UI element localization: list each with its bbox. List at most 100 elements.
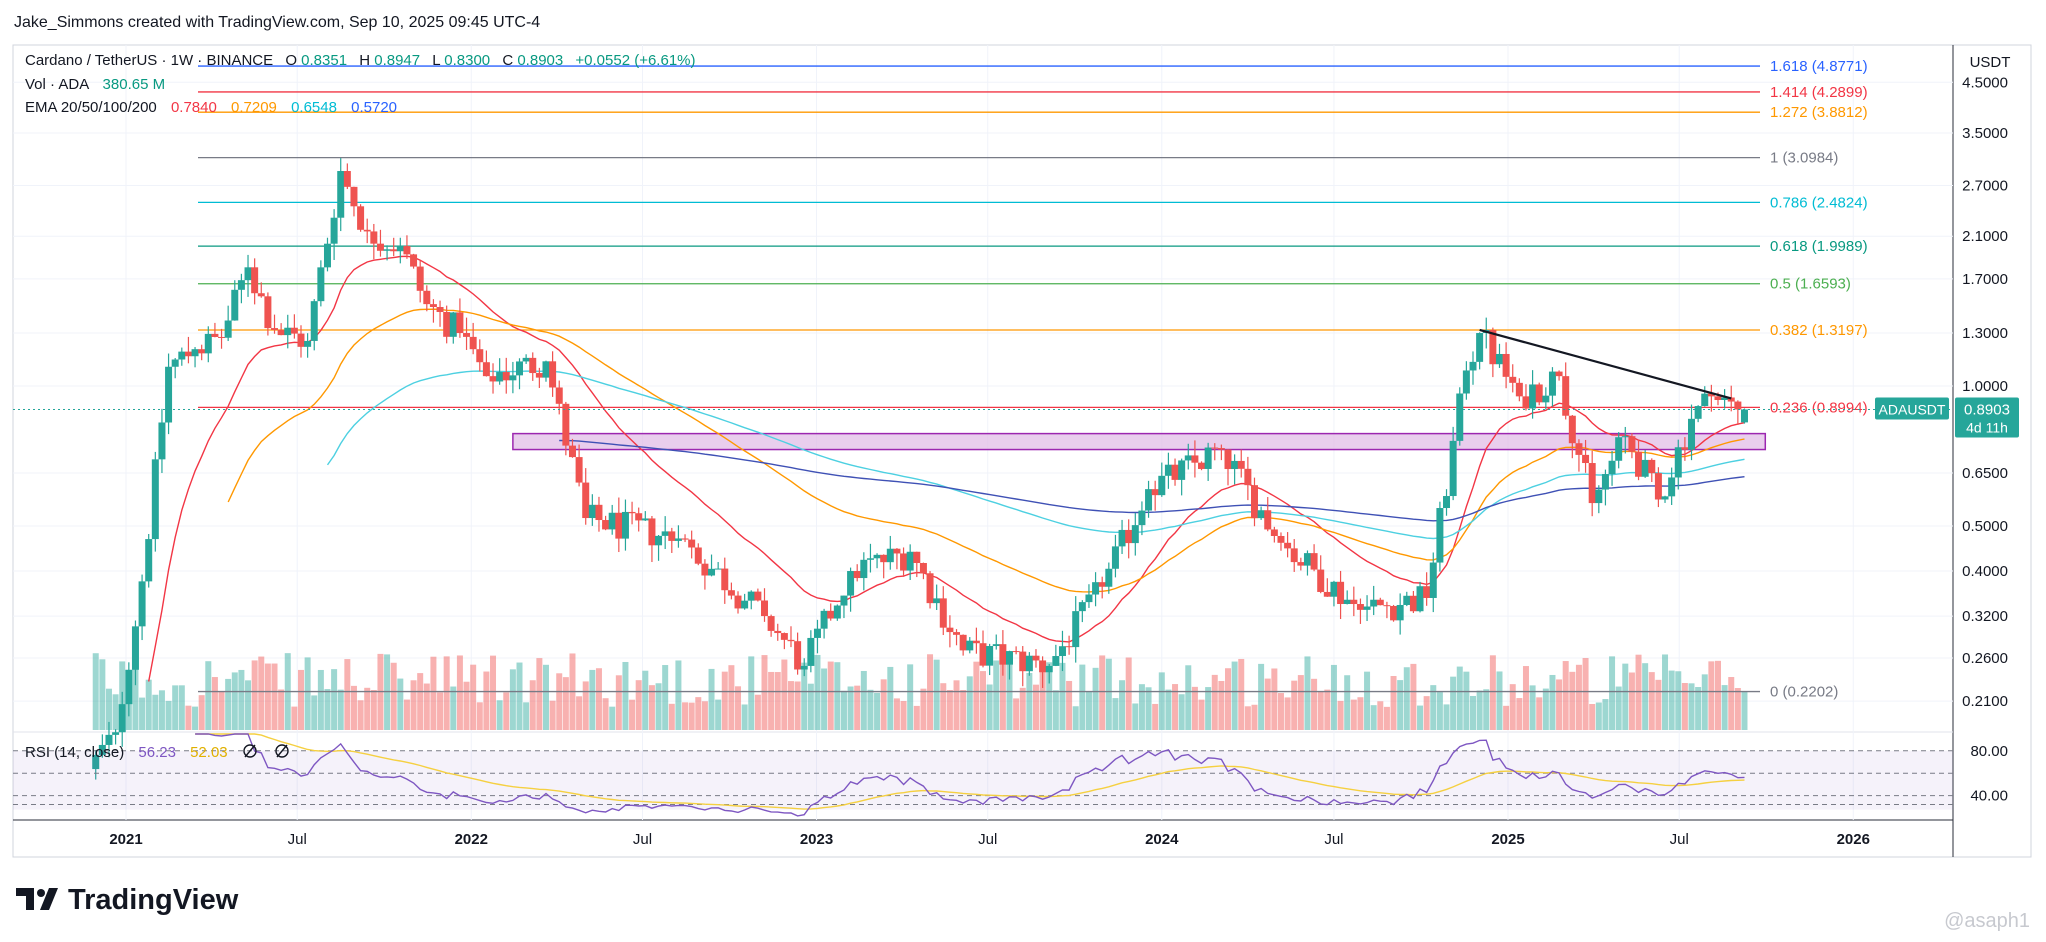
time-axis-label[interactable]: 2024: [1145, 831, 1179, 848]
candle[interactable]: [1237, 449, 1245, 478]
price-axis-tick-label[interactable]: 1.0000: [1962, 378, 2008, 395]
candle[interactable]: [1721, 389, 1729, 409]
candle[interactable]: [105, 721, 113, 758]
candle[interactable]: [456, 298, 464, 338]
price-axis-tick-label[interactable]: 0.2100: [1962, 693, 2008, 710]
candle[interactable]: [1337, 570, 1345, 620]
candle[interactable]: [1661, 495, 1669, 503]
candle[interactable]: [946, 615, 954, 648]
candle[interactable]: [1694, 405, 1702, 423]
candle[interactable]: [979, 630, 987, 668]
candle[interactable]: [939, 586, 947, 636]
candle[interactable]: [1178, 458, 1186, 496]
last-price-tag[interactable]: [1955, 397, 2019, 438]
candle[interactable]: [1429, 552, 1437, 613]
candle[interactable]: [681, 534, 689, 543]
time-axis-label[interactable]: 2026: [1837, 831, 1870, 848]
candle[interactable]: [800, 658, 808, 677]
candle[interactable]: [562, 401, 570, 456]
trendline[interactable]: [1479, 328, 1732, 400]
candle[interactable]: [516, 358, 524, 390]
candle[interactable]: [1376, 597, 1384, 606]
candle[interactable]: [1277, 532, 1285, 551]
candle[interactable]: [290, 314, 298, 339]
time-axis-label[interactable]: Jul: [1670, 831, 1689, 848]
candle[interactable]: [701, 559, 709, 590]
candle[interactable]: [575, 444, 583, 487]
candle[interactable]: [535, 367, 543, 388]
candle[interactable]: [873, 553, 881, 569]
candle[interactable]: [198, 344, 206, 361]
candle[interactable]: [1396, 593, 1404, 635]
candle[interactable]: [1595, 485, 1603, 514]
candle[interactable]: [688, 530, 696, 559]
candle[interactable]: [1297, 557, 1305, 571]
candle[interactable]: [615, 497, 623, 553]
candle[interactable]: [959, 634, 967, 656]
candle[interactable]: [1601, 469, 1609, 506]
candle[interactable]: [1310, 544, 1318, 572]
candle[interactable]: [125, 662, 133, 717]
candle[interactable]: [1078, 600, 1086, 623]
candle[interactable]: [211, 322, 219, 338]
candle[interactable]: [1250, 477, 1258, 527]
candle[interactable]: [112, 729, 120, 745]
currency-label[interactable]: USDT: [1970, 54, 2011, 71]
candle[interactable]: [628, 501, 636, 525]
candle[interactable]: [1231, 454, 1239, 485]
candle[interactable]: [913, 551, 921, 578]
candle[interactable]: [1058, 630, 1066, 672]
candle[interactable]: [648, 515, 656, 563]
candle[interactable]: [1270, 526, 1278, 543]
candle[interactable]: [171, 358, 179, 379]
price-axis-tick-label[interactable]: 3.5000: [1962, 125, 2008, 142]
candle[interactable]: [496, 358, 504, 385]
candle[interactable]: [1707, 384, 1715, 412]
candle[interactable]: [1025, 652, 1033, 676]
candle[interactable]: [780, 632, 788, 650]
candle[interactable]: [727, 582, 735, 600]
time-axis[interactable]: 2021 Jul 2022 Jul 2023 Jul 2024 Jul 2025 Jul 2026: [109, 831, 1870, 848]
candle[interactable]: [370, 223, 378, 260]
candle[interactable]: [357, 204, 365, 232]
candle[interactable]: [1509, 364, 1517, 393]
price-axis-tick-label[interactable]: 1.7000: [1962, 271, 2008, 288]
candle[interactable]: [184, 336, 192, 364]
candle[interactable]: [1032, 649, 1040, 668]
candle[interactable]: [1469, 351, 1477, 385]
price-axis-tick-label[interactable]: 1.3000: [1962, 325, 2008, 342]
candle[interactable]: [820, 608, 828, 639]
candle[interactable]: [880, 554, 888, 579]
candle[interactable]: [668, 527, 676, 553]
candle[interactable]: [1668, 467, 1676, 505]
candle[interactable]: [1343, 590, 1351, 605]
candle[interactable]: [886, 535, 894, 570]
candle[interactable]: [350, 186, 358, 217]
candle[interactable]: [635, 507, 643, 532]
candle[interactable]: [641, 511, 649, 521]
time-axis-label[interactable]: Jul: [978, 831, 997, 848]
candle[interactable]: [1317, 555, 1325, 594]
candle[interactable]: [449, 311, 457, 344]
price-axis-tick-label[interactable]: 2.1000: [1962, 228, 2008, 245]
candle[interactable]: [1072, 596, 1080, 663]
candle[interactable]: [1164, 452, 1172, 489]
candle[interactable]: [1224, 449, 1232, 486]
candlesticks[interactable]: [92, 158, 1748, 780]
candle[interactable]: [522, 354, 530, 364]
candle[interactable]: [1674, 439, 1682, 490]
candle[interactable]: [1184, 443, 1192, 470]
candle[interactable]: [1548, 367, 1556, 407]
candle[interactable]: [674, 525, 682, 548]
candle[interactable]: [754, 588, 762, 602]
candle[interactable]: [310, 299, 318, 351]
candle[interactable]: [1456, 387, 1464, 446]
candle[interactable]: [423, 285, 431, 312]
candle[interactable]: [542, 360, 550, 382]
candle[interactable]: [376, 229, 384, 257]
candle[interactable]: [1621, 426, 1629, 454]
candle[interactable]: [337, 158, 345, 232]
candle[interactable]: [1105, 562, 1113, 594]
price-axis[interactable]: 4.5000 3.5000 2.7000 2.1000 1.7000 1.3000 1.00…: [13, 74, 2019, 710]
